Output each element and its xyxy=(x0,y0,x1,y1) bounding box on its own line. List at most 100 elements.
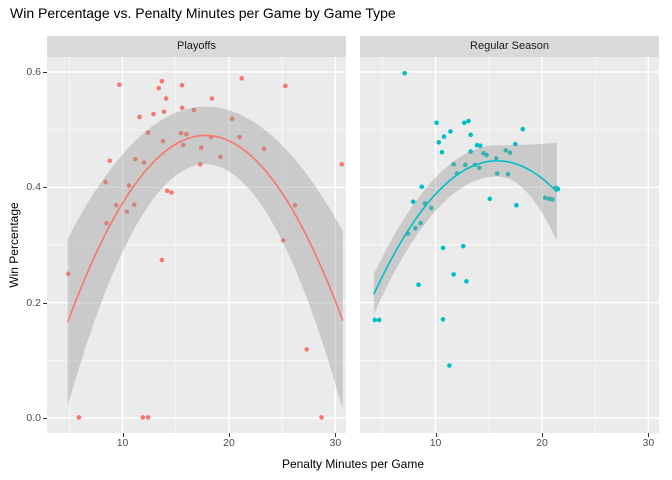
data-point xyxy=(434,120,439,126)
data-point xyxy=(410,199,416,205)
data-point xyxy=(283,83,288,89)
data-point xyxy=(280,238,286,243)
data-point xyxy=(197,161,203,167)
data-point xyxy=(164,188,170,194)
data-point xyxy=(514,202,519,208)
x-tick-mark xyxy=(335,433,337,437)
y-tick-label: 0.4 xyxy=(26,181,41,194)
y-tick-label: 0.6 xyxy=(26,65,41,78)
y-tick-label: 0.2 xyxy=(26,296,41,309)
data-point xyxy=(160,138,166,144)
data-point xyxy=(520,126,526,132)
confidence-band xyxy=(373,142,557,315)
data-point xyxy=(402,70,407,76)
data-point xyxy=(113,202,119,208)
data-point xyxy=(145,130,151,135)
data-point xyxy=(76,415,82,420)
data-point xyxy=(107,158,113,164)
y-tick-label: 0.0 xyxy=(26,412,41,424)
data-point xyxy=(419,184,425,190)
data-point xyxy=(151,111,156,117)
data-point xyxy=(126,183,132,188)
data-point xyxy=(179,82,185,88)
data-point xyxy=(117,82,122,87)
data-point xyxy=(461,120,467,126)
data-point xyxy=(416,282,421,288)
playoffs-plot-svg xyxy=(47,57,346,433)
data-point xyxy=(65,271,71,277)
smooth-curve xyxy=(66,134,344,323)
data-point xyxy=(468,132,473,138)
facet-strip-label: Regular Season xyxy=(470,40,549,52)
data-point xyxy=(163,96,169,101)
x-tick-label: 10 xyxy=(429,437,442,449)
facet-strip-label: Playoffs xyxy=(177,40,216,52)
data-point xyxy=(555,186,561,192)
points-group xyxy=(372,70,561,368)
data-point xyxy=(198,145,204,150)
data-point xyxy=(239,76,245,81)
data-point xyxy=(261,146,267,151)
data-point xyxy=(493,156,499,161)
data-point xyxy=(140,415,146,420)
data-point xyxy=(448,129,453,134)
data-point xyxy=(428,205,434,211)
scatter-panel-regular-season xyxy=(360,57,659,433)
data-point xyxy=(505,171,511,177)
data-point xyxy=(507,150,513,156)
data-point xyxy=(513,141,518,147)
smooth-curve xyxy=(373,160,558,295)
data-point xyxy=(169,190,174,195)
x-axis-title: Penalty Minutes per Game xyxy=(281,457,425,471)
x-tick-mark xyxy=(228,433,230,437)
data-point xyxy=(460,243,466,249)
data-point xyxy=(468,149,473,154)
data-point xyxy=(418,220,423,226)
data-point xyxy=(141,160,147,165)
data-point xyxy=(413,225,418,231)
y-tick-mark xyxy=(43,187,47,189)
data-point xyxy=(180,142,186,148)
data-point xyxy=(237,134,242,140)
facet-strip-playoffs: Playoffs xyxy=(47,36,346,57)
y-tick-mark xyxy=(43,302,47,304)
x-tick-label: 10 xyxy=(116,437,129,449)
x-tick-mark xyxy=(541,433,543,437)
x-tick-mark xyxy=(122,433,124,437)
data-point xyxy=(161,109,167,115)
data-point xyxy=(145,415,151,420)
data-point xyxy=(191,107,197,113)
data-point xyxy=(440,245,446,251)
data-point xyxy=(156,85,162,91)
data-point xyxy=(464,279,469,284)
data-point xyxy=(447,363,452,368)
data-point xyxy=(304,347,309,352)
data-point xyxy=(440,317,446,322)
data-point xyxy=(218,154,223,160)
facet-strip-regular-season: Regular Season xyxy=(360,36,659,57)
x-tick-label: 20 xyxy=(223,437,235,449)
data-point xyxy=(229,116,235,122)
data-point xyxy=(376,317,382,323)
data-point xyxy=(292,202,298,208)
data-point xyxy=(436,140,442,145)
gridlines xyxy=(360,57,659,433)
data-point xyxy=(487,196,493,202)
data-point xyxy=(476,165,482,171)
data-point xyxy=(184,131,189,137)
data-point xyxy=(178,130,184,136)
data-point xyxy=(451,161,456,167)
data-point xyxy=(550,197,555,202)
data-point xyxy=(439,149,445,155)
data-point xyxy=(319,415,324,420)
data-point xyxy=(159,78,165,84)
gridlines xyxy=(47,57,346,433)
data-point xyxy=(477,143,483,149)
data-point xyxy=(131,202,137,207)
data-point xyxy=(466,118,471,124)
data-point xyxy=(451,272,456,277)
data-point xyxy=(463,162,468,168)
x-tick-label: 30 xyxy=(642,437,655,449)
data-point xyxy=(124,209,130,214)
